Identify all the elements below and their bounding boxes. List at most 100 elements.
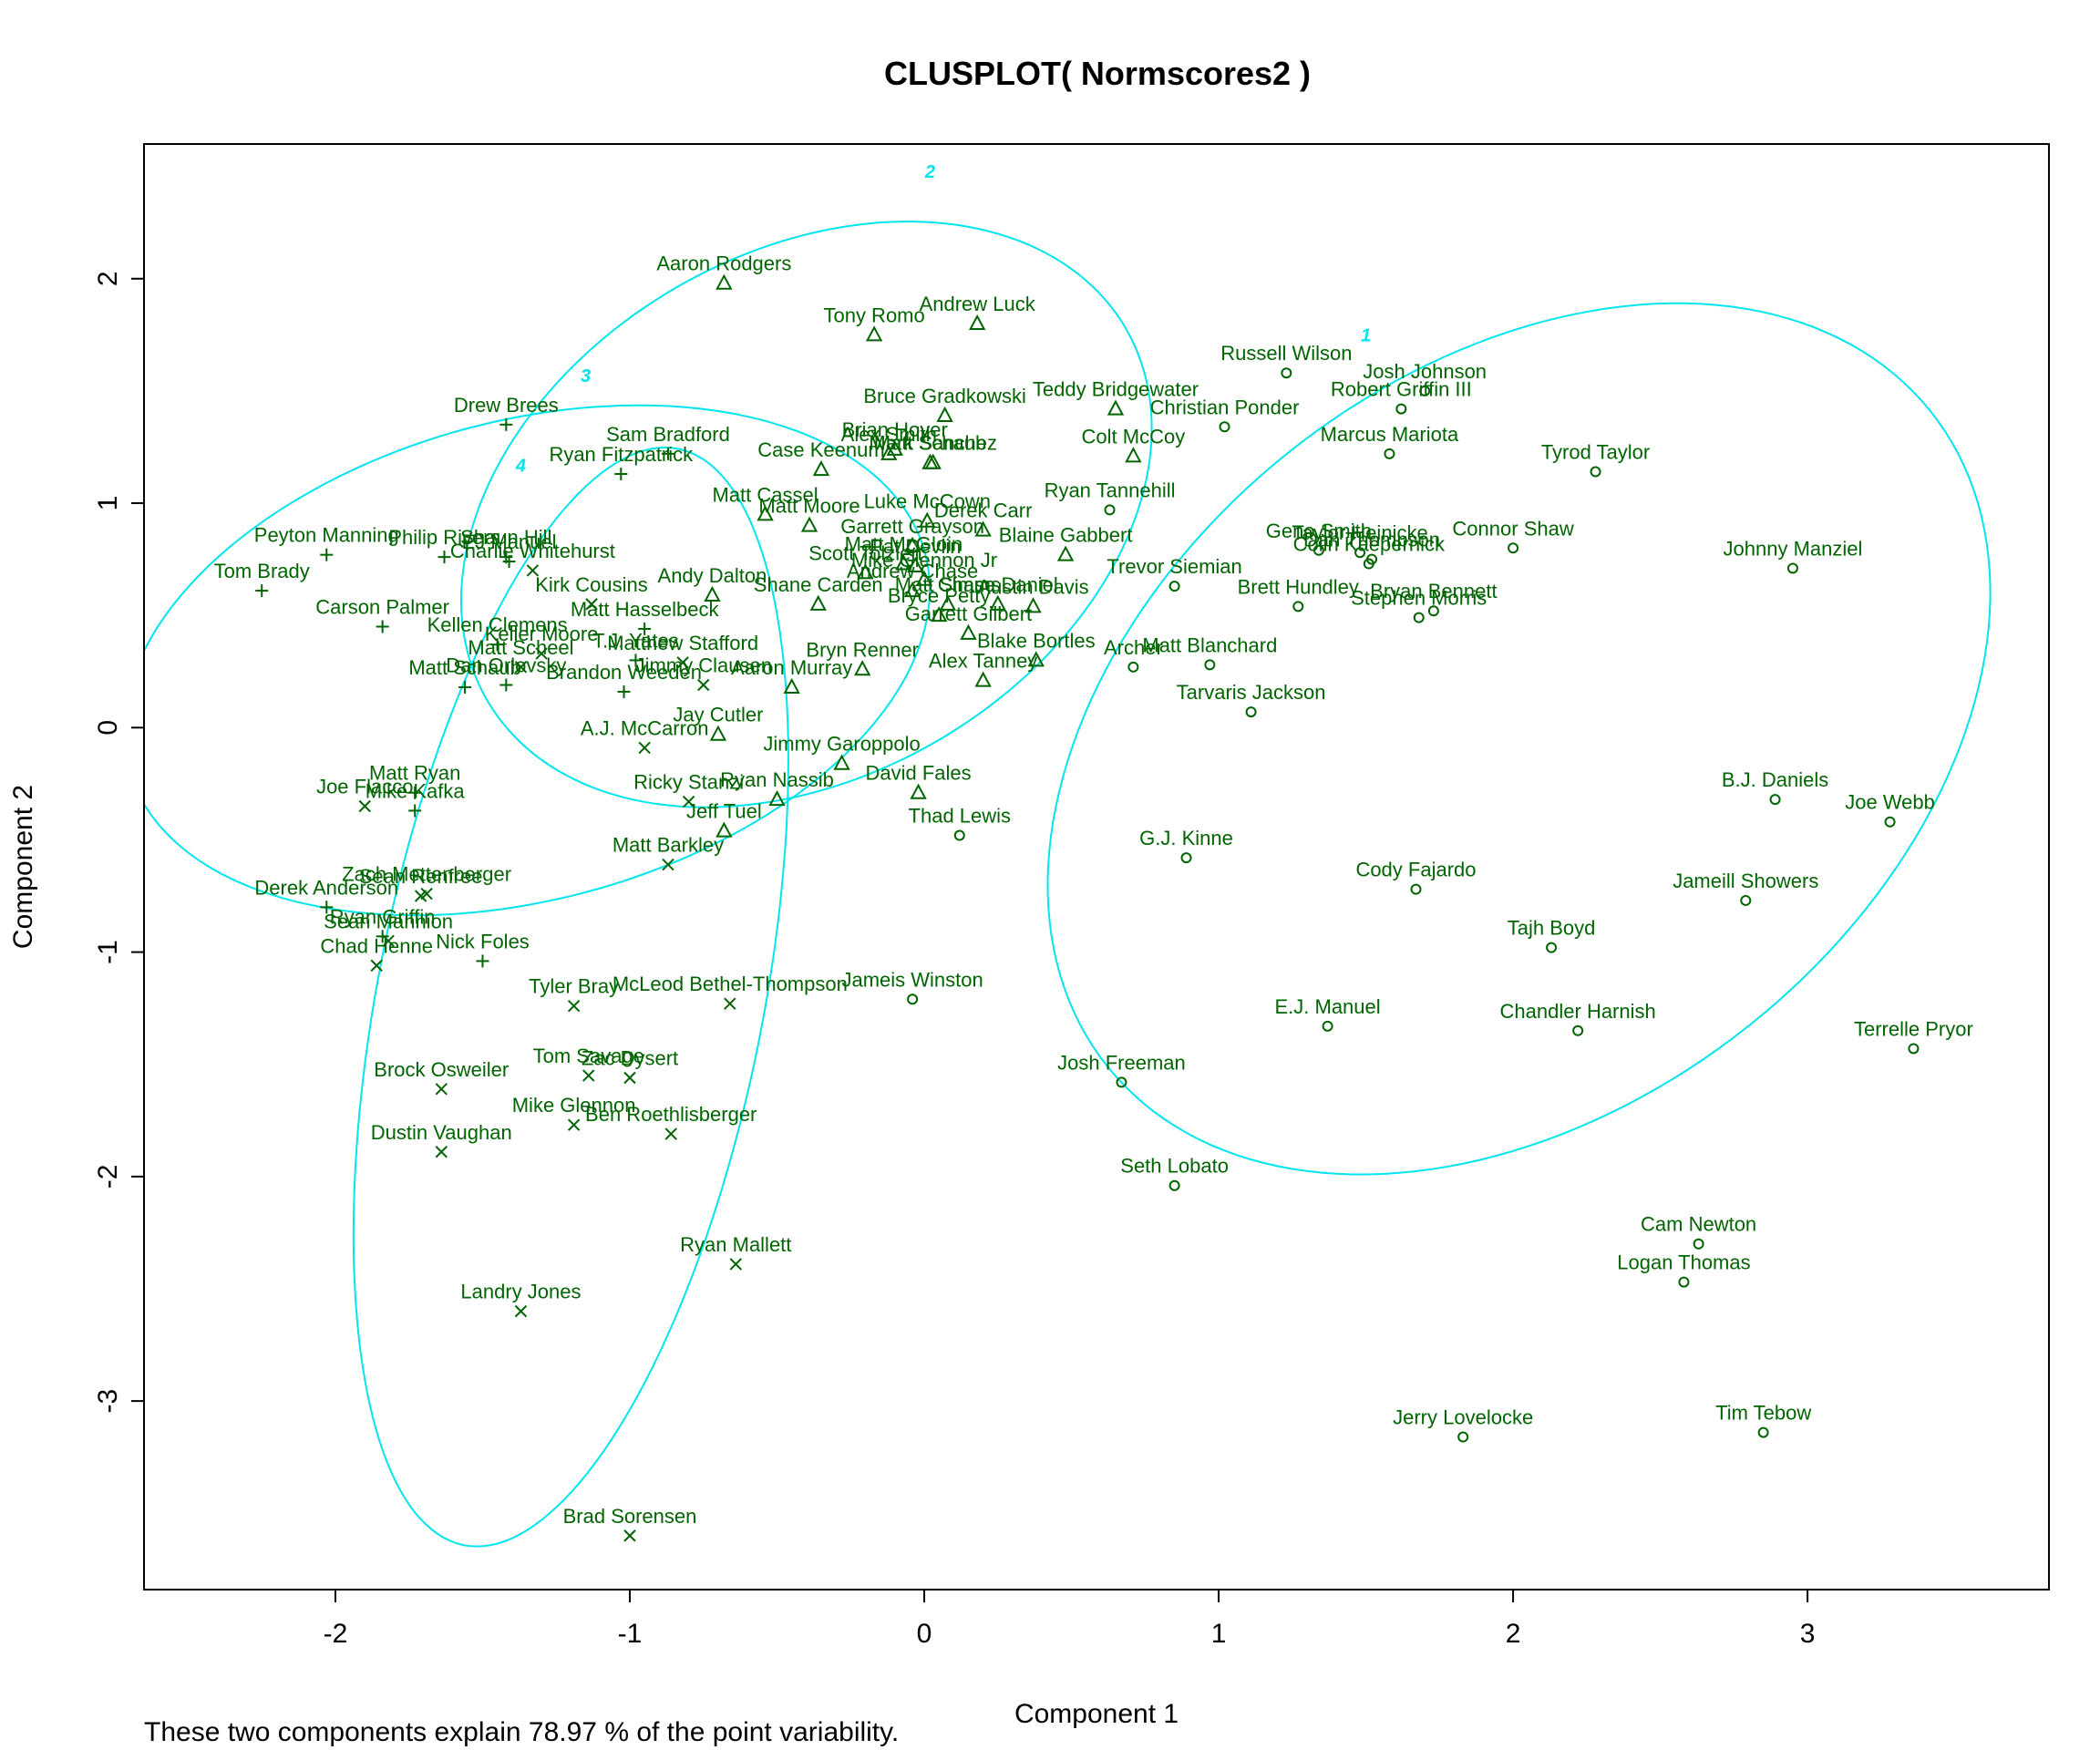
point-label: Zach Mettenberger: [342, 863, 511, 886]
point-label: Josh Freeman: [1057, 1051, 1186, 1074]
point-label: Trevor Siemian: [1107, 555, 1241, 578]
data-point: [1786, 562, 1798, 574]
data-point: [715, 821, 733, 838]
data-point: [969, 314, 986, 331]
point-label: Shane Carden: [754, 573, 883, 596]
point-label: Colt McCoy: [1082, 425, 1186, 448]
data-point: [989, 594, 1006, 611]
point-label: Tim Tebow: [1715, 1402, 1811, 1425]
data-point: [1508, 542, 1519, 554]
data-point: [974, 671, 992, 687]
point-label: Philip Rivers: [388, 526, 499, 549]
data-point: [438, 551, 451, 564]
point-label: Ryan Nassib: [720, 768, 834, 791]
point-label: Joe Flacco: [316, 776, 413, 798]
data-point: [709, 725, 727, 741]
point-label: Cody Fajardo: [1355, 859, 1476, 881]
x-tick-label: 1: [1211, 1619, 1227, 1649]
point-label: Pat Devlin: [870, 535, 961, 558]
data-point: [1572, 1024, 1584, 1036]
y-tick-label: -1: [93, 940, 123, 964]
point-label: David Fales: [865, 762, 971, 785]
point-label: Tarvaris Jackson: [1177, 681, 1326, 704]
point-label: Andy Dalton: [658, 564, 767, 587]
x-tick-label: 0: [917, 1619, 932, 1649]
data-point: [499, 417, 513, 431]
data-point: [903, 536, 921, 552]
data-point: [1024, 597, 1042, 613]
data-point: [376, 930, 389, 943]
point-label: Bruce Gradkowski: [863, 385, 1026, 407]
point-label: Jimmy Garoppolo: [763, 733, 920, 756]
data-point: [903, 581, 921, 598]
data-point: [664, 1127, 677, 1140]
point-label: Blake Bortles: [977, 629, 1096, 652]
data-point: [895, 554, 912, 571]
data-point: [1363, 558, 1374, 570]
data-point: [476, 954, 489, 968]
y-tick-label: -2: [93, 1165, 123, 1189]
point-label: Mike Kafka: [365, 779, 466, 802]
data-point: [370, 959, 383, 973]
point-label: Brandon Weeden: [546, 661, 702, 684]
data-point: [1908, 1043, 1920, 1055]
data-point: [1678, 1276, 1690, 1288]
data-point: [623, 1071, 636, 1085]
point-label: Matt Hasselbeck: [571, 598, 720, 621]
data-point: [255, 584, 269, 598]
data-point: [408, 786, 422, 799]
cluster-labels: 1 2 3 4: [515, 162, 1371, 477]
point-label: Cam Newton: [1641, 1213, 1756, 1236]
point-label: Sam Bradford: [606, 423, 730, 446]
data-point: [1168, 581, 1180, 592]
data-point: [623, 1529, 636, 1542]
point-label: A.J. McCarron: [581, 716, 709, 739]
data-point: [502, 555, 516, 569]
point-label: Marcus Mariota: [1321, 423, 1459, 446]
cluster-ellipses: [144, 221, 1992, 1548]
data-point: [865, 325, 883, 342]
data-point: [915, 570, 933, 586]
plot-area-frame: [143, 143, 2050, 1590]
data-points: [255, 273, 1920, 1542]
point-label: E.J. Manuel: [1274, 995, 1380, 1018]
data-point: [676, 656, 689, 669]
point-label: Matt Schaub: [874, 432, 987, 455]
data-point: [936, 406, 953, 422]
point-label: Dan Orlovsky: [446, 654, 566, 677]
point-label: Johnny Manziel: [1724, 537, 1863, 560]
data-point: [809, 594, 827, 611]
point-label: Archer: [1104, 636, 1163, 659]
point-label: Matthew Stafford: [607, 632, 758, 654]
data-point: [414, 890, 427, 902]
point-label: Scott Tolzien: [808, 541, 921, 564]
point-label: Tony Romo: [823, 304, 924, 326]
data-point: [514, 661, 528, 674]
x-axis: -2 -1 0 1 2 3: [324, 1590, 1815, 1649]
data-point: [960, 623, 977, 640]
data-point: [1056, 545, 1075, 561]
point-label: Jeff Tuel: [686, 800, 762, 823]
point-label: Matt Schaub: [408, 656, 521, 679]
point-label: Jimmy Clausen: [635, 654, 772, 677]
point-label: Austin Davis: [977, 575, 1088, 598]
data-point: [724, 997, 736, 1010]
data-point: [1427, 605, 1439, 617]
point-label: Chad Henne: [320, 934, 433, 957]
y-axis-label: Component 2: [8, 785, 38, 949]
point-label: Ryan Mallett: [680, 1233, 791, 1256]
data-point: [1292, 601, 1304, 612]
point-label: Garrett Gilbert: [905, 602, 1032, 625]
data-point: [1107, 399, 1125, 416]
point-label: Ryan Fitzpatrick: [549, 443, 694, 466]
point-label: Shaun Hill: [460, 526, 551, 549]
y-tick-label: 1: [93, 496, 123, 511]
point-label: Jay Cutler: [673, 704, 763, 726]
data-point: [886, 439, 903, 456]
data-point: [880, 444, 898, 460]
data-point: [458, 680, 472, 694]
data-point: [1027, 651, 1045, 667]
point-label: Bryce Petty: [888, 584, 990, 607]
point-label: Sean Mannion: [324, 910, 453, 932]
data-point: [783, 677, 800, 694]
